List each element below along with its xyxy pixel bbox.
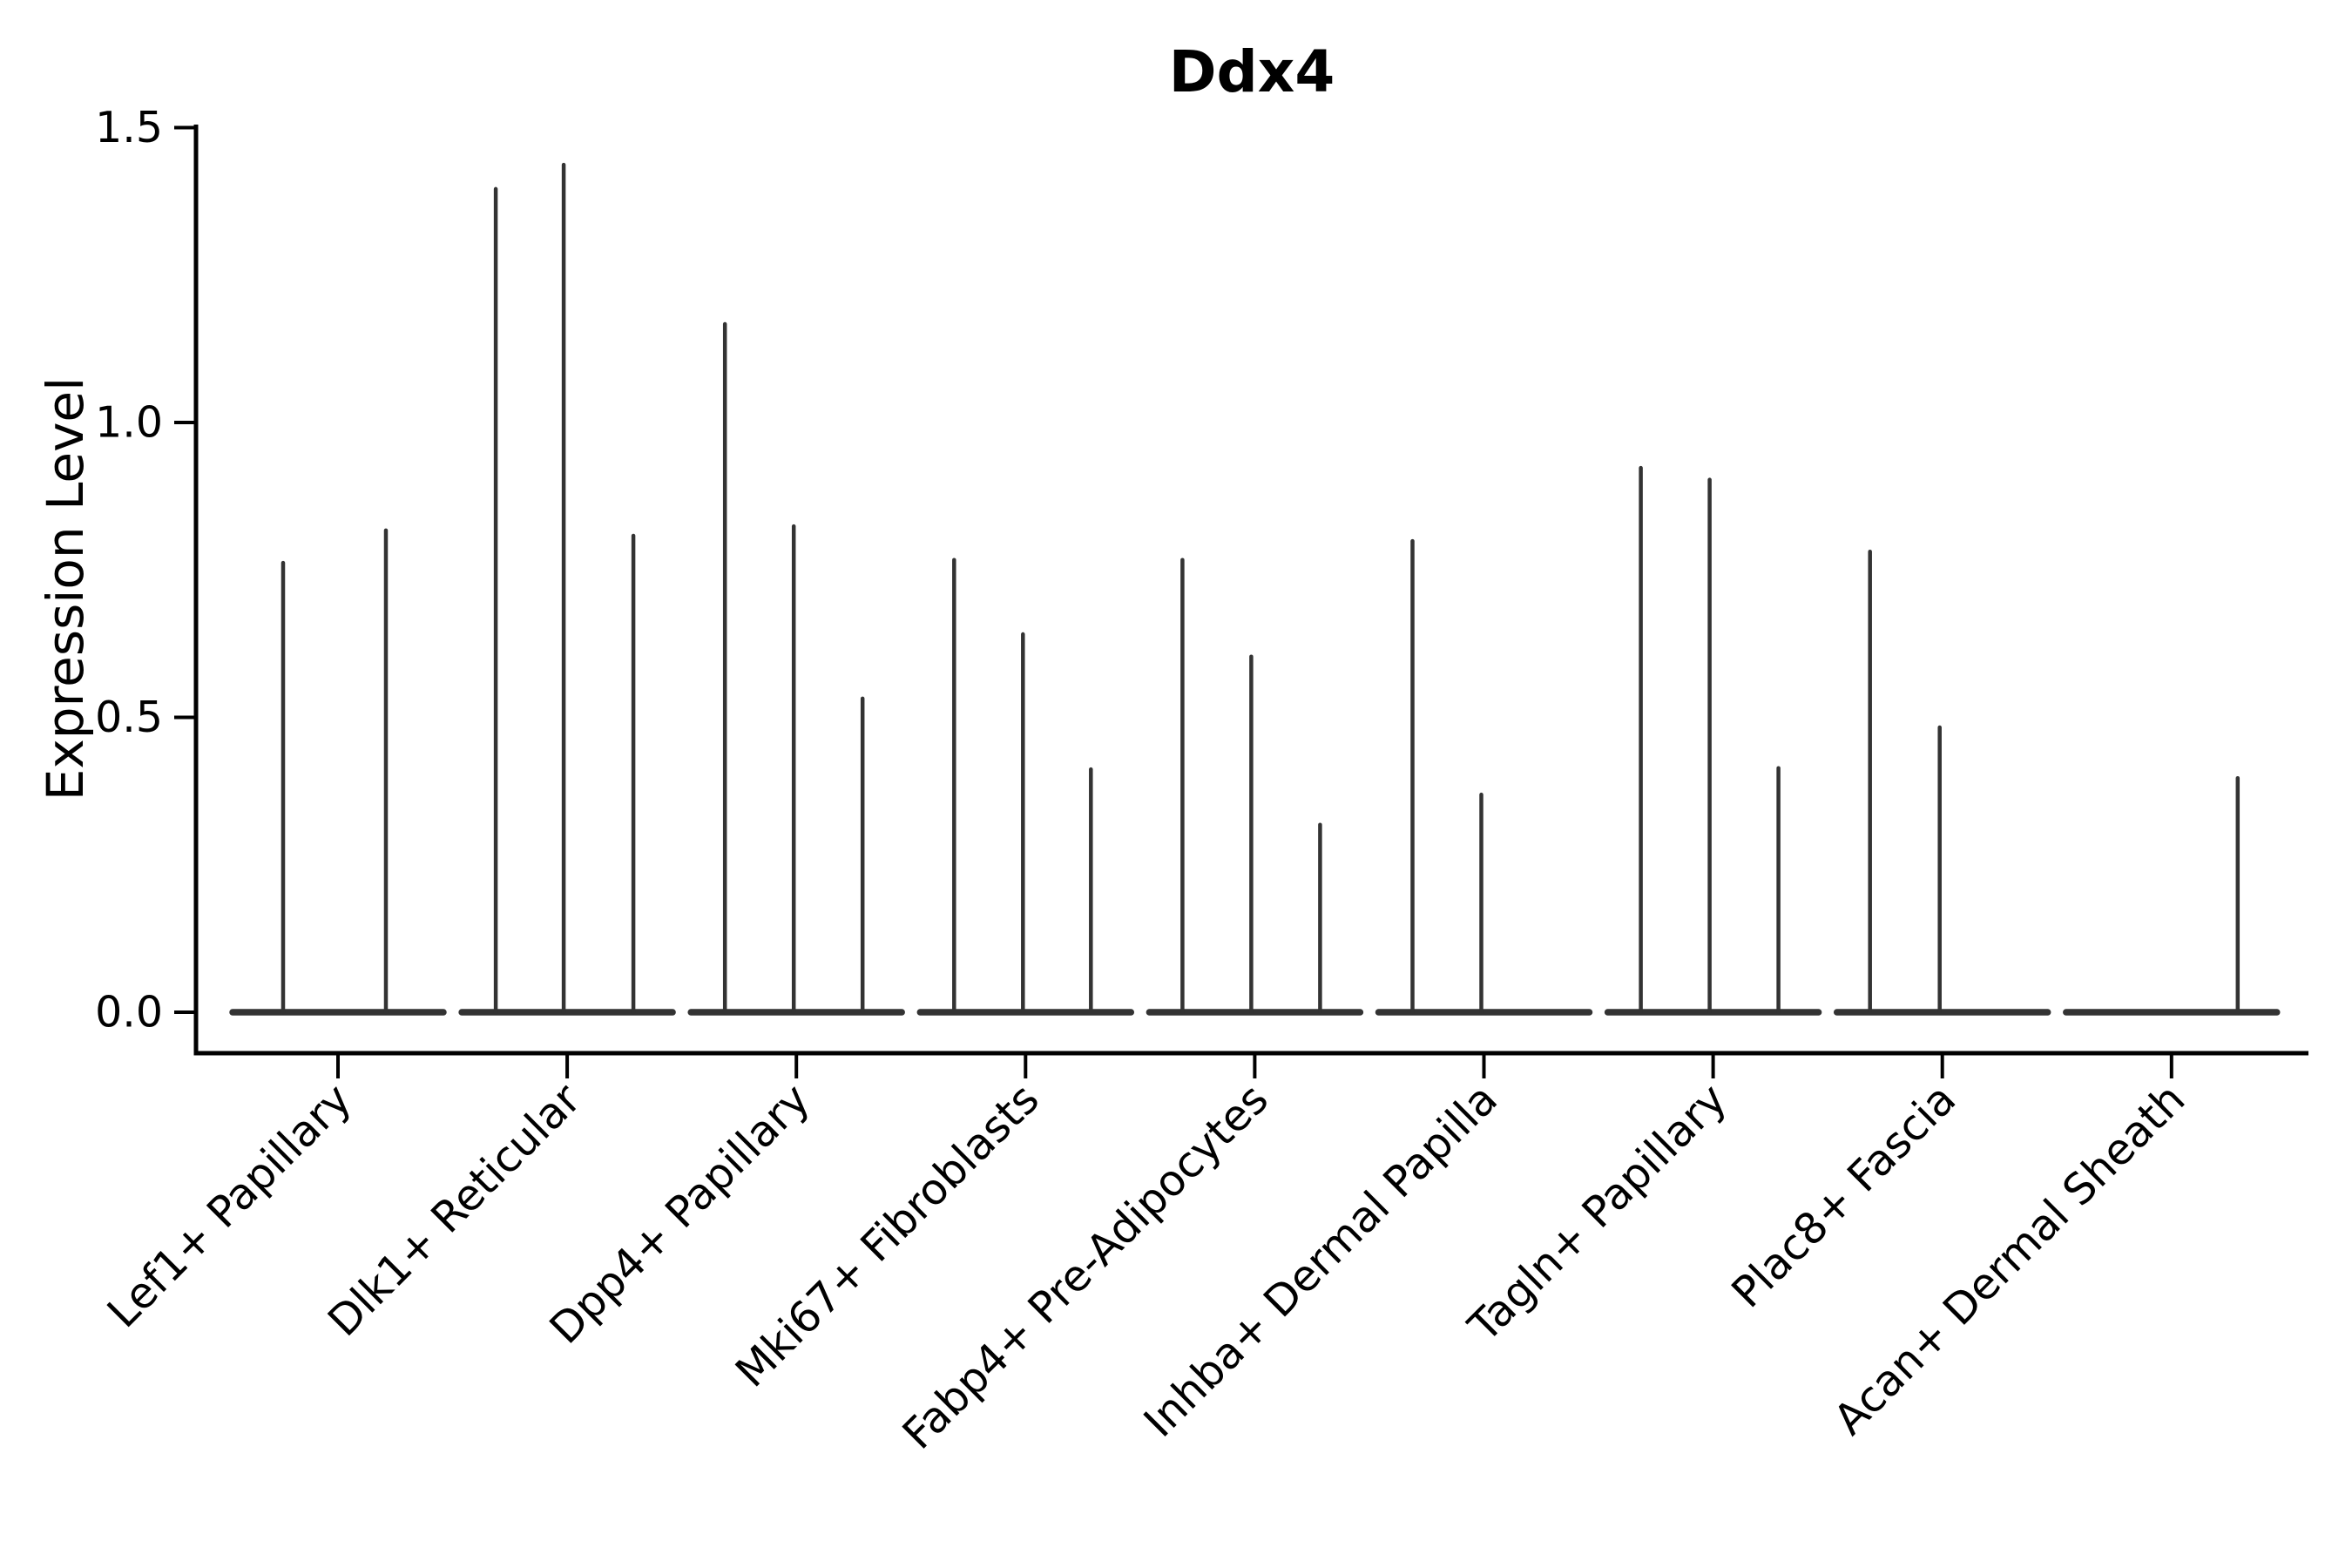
violin: [229, 528, 447, 1016]
violin: [1375, 538, 1593, 1016]
violins: [229, 162, 2281, 1016]
violin: [2063, 775, 2281, 1016]
y-tick-label: 1.5: [95, 103, 163, 152]
x-tick-label: Dlk1+ Reticular: [319, 1074, 591, 1347]
violin: [1146, 558, 1364, 1016]
violin: [1833, 550, 2051, 1016]
x-tick-label: Plac8+ Fascia: [1722, 1074, 1965, 1317]
y-axis-label: Expression Level: [36, 377, 95, 801]
y-tick-label: 0.5: [95, 693, 163, 742]
y-axis-ticks: 0.0 0.5 1.0 1.5: [95, 103, 196, 1037]
x-tick-label: Lef1+ Papillary: [98, 1074, 361, 1337]
y-tick-label: 1.0: [95, 398, 163, 448]
x-tick-label: Fabp4+ Pre-Adipocytes: [893, 1074, 1278, 1459]
violin: [1604, 465, 1822, 1016]
violin: [687, 321, 905, 1016]
y-tick-label: 0.0: [95, 988, 163, 1037]
violin: [458, 162, 676, 1016]
violin: [916, 558, 1135, 1016]
plot-title: Ddx4: [1169, 38, 1335, 105]
